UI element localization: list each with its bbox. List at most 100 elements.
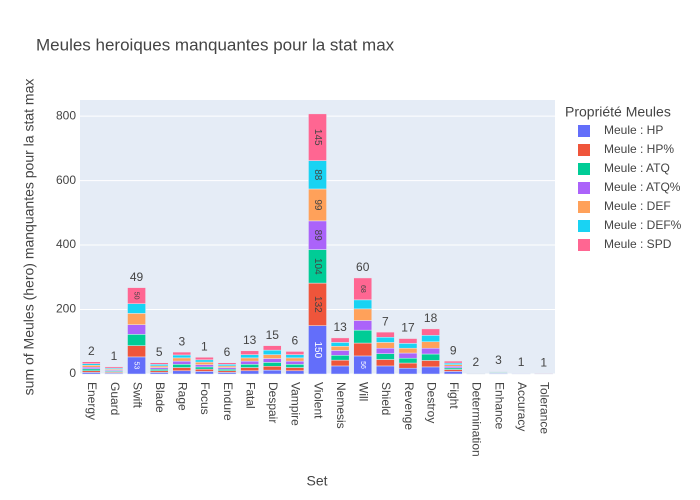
bar-value-label: 104 <box>312 258 323 275</box>
bar-top-label: 1 <box>111 349 118 363</box>
bar-segment <box>240 364 259 368</box>
legend-swatch <box>578 125 590 137</box>
bar-top-label: 7 <box>382 314 389 328</box>
bar-segment <box>262 358 282 363</box>
bar-segment <box>330 350 350 356</box>
x-tick-label: Violent <box>311 382 325 419</box>
bar-top-label: 18 <box>424 311 438 325</box>
bar-top-label: 15 <box>266 328 280 342</box>
bar-top-label: 3 <box>178 334 185 348</box>
legend-swatch <box>578 163 590 175</box>
bar-segment <box>82 365 101 368</box>
legend-swatch <box>578 239 590 251</box>
bar-segment <box>353 308 373 321</box>
bar-segment <box>195 371 214 375</box>
bar-segment <box>398 338 418 344</box>
bar-segment <box>262 354 282 359</box>
bar-segment <box>421 360 440 368</box>
bar-top-label: 5 <box>156 345 163 359</box>
bar-top-label: 1 <box>201 339 208 353</box>
x-tick-label: Vampire <box>289 382 303 426</box>
bar-segment <box>262 349 282 355</box>
bar-segment <box>308 113 327 161</box>
legend-swatch <box>578 220 590 232</box>
bar-segment <box>376 347 395 354</box>
legend-label: Meule : HP <box>604 123 663 137</box>
bar-segment <box>353 320 373 331</box>
bar-segment <box>376 365 395 375</box>
bar-segment <box>127 287 146 304</box>
bar-segment <box>104 366 124 369</box>
bar-segment <box>149 362 169 365</box>
y-tick-label: 200 <box>56 302 76 316</box>
bar-value-label: 150 <box>312 341 323 358</box>
y-tick-label: 800 <box>56 108 76 122</box>
legend-label: Meule : ATQ <box>604 161 670 175</box>
x-tick-label: Enhance <box>492 382 506 430</box>
legend-label: Meule : DEF <box>604 199 671 213</box>
bar-segment <box>285 360 305 365</box>
bar-segment <box>353 342 373 357</box>
y-tick-label: 0 <box>69 366 76 380</box>
bar-segment <box>195 359 214 363</box>
bar-segment <box>330 346 350 351</box>
bar-segment <box>195 364 214 368</box>
bar-segment <box>421 328 440 336</box>
bar-segment <box>262 369 282 375</box>
bar-segment <box>262 345 282 351</box>
bar-top-label: 13 <box>333 320 347 334</box>
bar-segment <box>262 362 282 367</box>
bar-segment <box>353 299 373 310</box>
y-tick-label: 600 <box>56 173 76 187</box>
bar-segment <box>421 347 440 355</box>
legend-label: Meule : HP% <box>604 142 674 156</box>
bar-segment <box>421 366 440 375</box>
bar-segment <box>330 359 350 367</box>
bar-segment <box>172 370 192 375</box>
bar-segment <box>240 370 259 375</box>
bar-segment <box>172 351 192 356</box>
bar-value-label: 53 <box>133 362 140 370</box>
x-tick-label: Fatal <box>243 382 257 409</box>
x-axis-title: Set <box>306 473 327 489</box>
bar-segment <box>240 350 259 355</box>
bar-segment <box>240 354 259 359</box>
bar-value-label: 50 <box>133 292 140 300</box>
bar-top-label: 2 <box>88 344 95 358</box>
bar-segment <box>330 355 350 361</box>
bar-segment <box>285 351 305 355</box>
bar-segment <box>398 362 418 369</box>
x-tick-label: Rage <box>176 382 190 411</box>
bar-segment <box>82 361 101 364</box>
x-tick-label: Endure <box>221 382 235 421</box>
bar-segment <box>217 362 237 365</box>
legend-label: Meule : ATQ% <box>604 180 681 194</box>
legend-swatch <box>578 201 590 213</box>
y-tick-label: 400 <box>56 237 76 251</box>
bar-segment <box>421 335 440 343</box>
bar-segment <box>285 354 305 359</box>
x-tick-label: Destroy <box>424 382 438 423</box>
bar-segment <box>398 347 418 354</box>
bar-segment <box>127 324 146 335</box>
bar-segment <box>127 334 146 346</box>
bar-segment <box>353 329 373 344</box>
bar-top-label: 13 <box>243 333 257 347</box>
x-tick-label: Nemesis <box>334 382 348 429</box>
bar-value-label: 89 <box>312 230 323 242</box>
y-axis-title: sum of Meules (hero) manquantes pour la … <box>21 79 37 396</box>
bar-segment <box>195 368 214 372</box>
x-tick-label: Will <box>357 382 371 401</box>
x-tick-label: Tolerance <box>538 382 552 434</box>
bar-segment <box>443 369 463 372</box>
bar-segment <box>376 331 395 338</box>
bar-top-label: 2 <box>472 355 479 369</box>
bar-segment <box>285 367 305 372</box>
x-tick-label: Energy <box>85 382 99 420</box>
bar-value-label: 68 <box>359 285 366 293</box>
x-tick-label: Revenge <box>402 382 416 430</box>
x-tick-label: Blade <box>153 382 167 413</box>
bar-segment <box>330 337 350 343</box>
bar-top-label: 3 <box>495 353 502 367</box>
bar-segment <box>285 357 305 362</box>
